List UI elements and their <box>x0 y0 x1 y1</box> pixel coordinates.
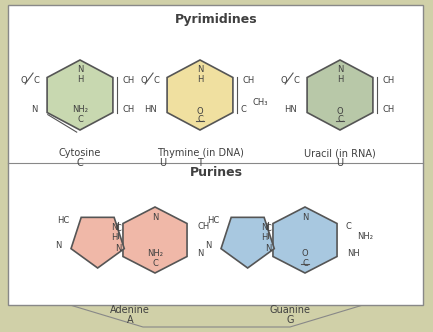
Text: Uracil (in RNA): Uracil (in RNA) <box>304 148 376 158</box>
Text: N: N <box>77 65 83 74</box>
Text: C: C <box>197 116 203 124</box>
Text: O: O <box>197 107 204 116</box>
Text: O: O <box>302 250 308 259</box>
Text: N: N <box>31 105 37 114</box>
Text: Thymine (in DNA): Thymine (in DNA) <box>157 148 243 158</box>
Text: C: C <box>265 224 271 233</box>
Text: O: O <box>337 107 343 116</box>
Text: N: N <box>197 65 203 74</box>
Text: N: N <box>205 241 211 250</box>
Text: CH₃: CH₃ <box>253 98 268 107</box>
Text: HN: HN <box>144 105 157 114</box>
Text: T: T <box>197 158 203 168</box>
Text: C: C <box>241 105 247 114</box>
Polygon shape <box>123 207 187 273</box>
Text: Guanine: Guanine <box>269 305 310 315</box>
FancyBboxPatch shape <box>8 5 423 305</box>
Text: NH₂: NH₂ <box>72 106 88 115</box>
Text: H: H <box>77 74 83 84</box>
Polygon shape <box>273 207 337 273</box>
Text: C: C <box>345 222 351 231</box>
Text: CH: CH <box>383 105 395 114</box>
Text: Purines: Purines <box>190 167 242 180</box>
Text: N: N <box>152 212 158 221</box>
Polygon shape <box>47 60 113 130</box>
Text: U: U <box>336 158 343 168</box>
Text: C: C <box>153 76 159 85</box>
Text: CH: CH <box>243 76 255 85</box>
Text: H: H <box>197 74 203 84</box>
Text: C: C <box>337 116 343 124</box>
Text: O: O <box>140 76 147 85</box>
Text: NH: NH <box>347 249 360 258</box>
Polygon shape <box>71 217 124 268</box>
Text: Pyrimidines: Pyrimidines <box>174 14 257 27</box>
Text: C: C <box>152 259 158 268</box>
Text: C: C <box>77 116 83 124</box>
Text: CH: CH <box>123 76 135 85</box>
Text: N: N <box>337 65 343 74</box>
Text: N: N <box>115 244 121 253</box>
Text: N: N <box>261 223 267 232</box>
Text: N: N <box>55 241 61 250</box>
Text: C: C <box>115 224 121 233</box>
Polygon shape <box>307 60 373 130</box>
Text: Cytosine: Cytosine <box>59 148 101 158</box>
Polygon shape <box>221 217 274 268</box>
Polygon shape <box>70 305 363 327</box>
Text: HC: HC <box>57 216 69 225</box>
Text: N: N <box>197 249 204 258</box>
Text: U: U <box>159 158 167 168</box>
Text: N: N <box>265 244 271 253</box>
Text: HN: HN <box>284 105 297 114</box>
Text: O: O <box>281 76 287 85</box>
Text: CH: CH <box>383 76 395 85</box>
Text: N: N <box>111 223 117 232</box>
Text: HC: HC <box>207 216 219 225</box>
Text: H: H <box>261 233 267 242</box>
Text: NH₂: NH₂ <box>357 232 373 241</box>
Text: NH₂: NH₂ <box>147 248 163 258</box>
Polygon shape <box>167 60 233 130</box>
Text: C: C <box>33 76 39 85</box>
Text: C: C <box>293 76 299 85</box>
Text: N: N <box>302 212 308 221</box>
Text: CH: CH <box>123 105 135 114</box>
Text: H: H <box>337 74 343 84</box>
Text: CH: CH <box>197 222 209 231</box>
Text: H: H <box>111 233 117 242</box>
Text: Adenine: Adenine <box>110 305 150 315</box>
Text: A: A <box>127 315 133 325</box>
Text: C: C <box>77 158 84 168</box>
Text: C: C <box>302 259 308 268</box>
Text: G: G <box>286 315 294 325</box>
Text: O: O <box>20 76 27 85</box>
